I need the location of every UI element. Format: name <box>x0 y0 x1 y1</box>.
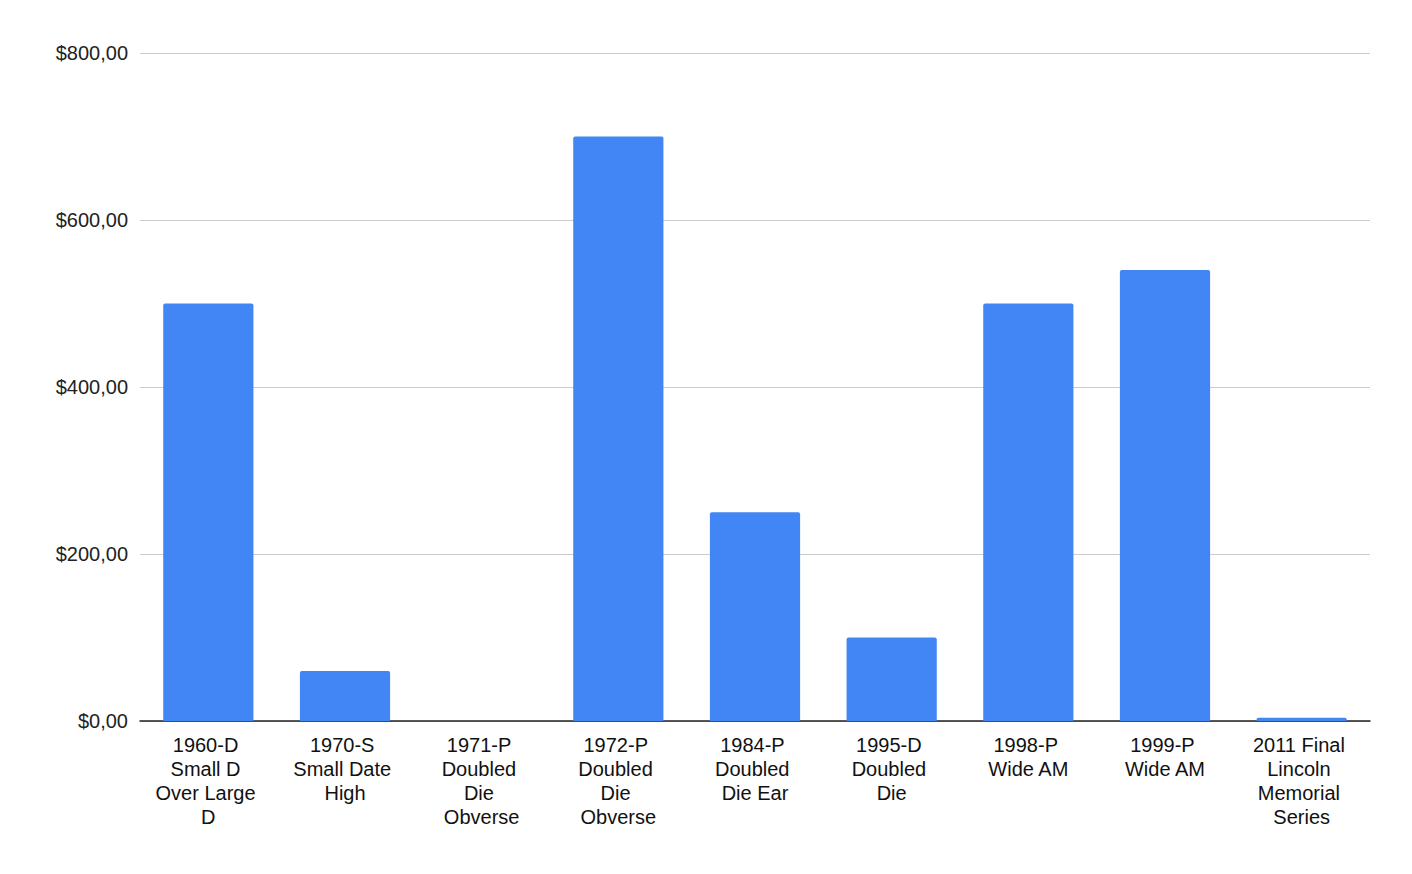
svg-text:Doubled: Doubled <box>578 758 658 780</box>
svg-text:$200,00: $200,00 <box>56 543 128 565</box>
svg-text:Doubled: Doubled <box>442 758 522 780</box>
svg-text:1995-D: 1995-D <box>856 734 927 756</box>
svg-text:1998-P: 1998-P <box>993 734 1063 756</box>
svg-text:Series: Series <box>1273 806 1330 828</box>
svg-text:Die Ear: Die Ear <box>722 782 789 804</box>
svg-text:High: High <box>324 782 365 804</box>
svg-text:2011 Final: 2011 Final <box>1253 734 1350 756</box>
svg-text:Obverse: Obverse <box>581 806 657 828</box>
svg-text:1960-D: 1960-D <box>173 734 244 756</box>
svg-text:Die: Die <box>464 782 500 804</box>
svg-text:1999-P: 1999-P <box>1130 734 1200 756</box>
svg-text:Lincoln: Lincoln <box>1267 758 1336 780</box>
svg-text:Over Large: Over Large <box>156 782 262 804</box>
svg-text:Wide AM: Wide AM <box>988 758 1068 780</box>
svg-text:1972-P: 1972-P <box>583 734 653 756</box>
svg-text:$800,00: $800,00 <box>56 42 128 64</box>
svg-text:D: D <box>201 806 215 828</box>
svg-text:Doubled: Doubled <box>852 758 932 780</box>
svg-text:1984-P: 1984-P <box>720 734 790 756</box>
svg-text:Wide AM: Wide AM <box>1125 758 1205 780</box>
svg-text:1971-P: 1971-P <box>447 734 517 756</box>
svg-text:Small D: Small D <box>171 758 247 780</box>
svg-text:Die: Die <box>877 782 907 804</box>
svg-text:1970-S: 1970-S <box>310 734 380 756</box>
svg-text:Die: Die <box>601 782 637 804</box>
svg-text:Memorial: Memorial <box>1258 782 1346 804</box>
svg-text:Small Date: Small Date <box>293 758 396 780</box>
svg-text:Obverse: Obverse <box>444 806 520 828</box>
svg-text:Doubled: Doubled <box>715 758 795 780</box>
svg-text:$600,00: $600,00 <box>56 209 128 231</box>
svg-text:$400,00: $400,00 <box>56 376 128 398</box>
svg-text:$0,00: $0,00 <box>78 710 128 732</box>
